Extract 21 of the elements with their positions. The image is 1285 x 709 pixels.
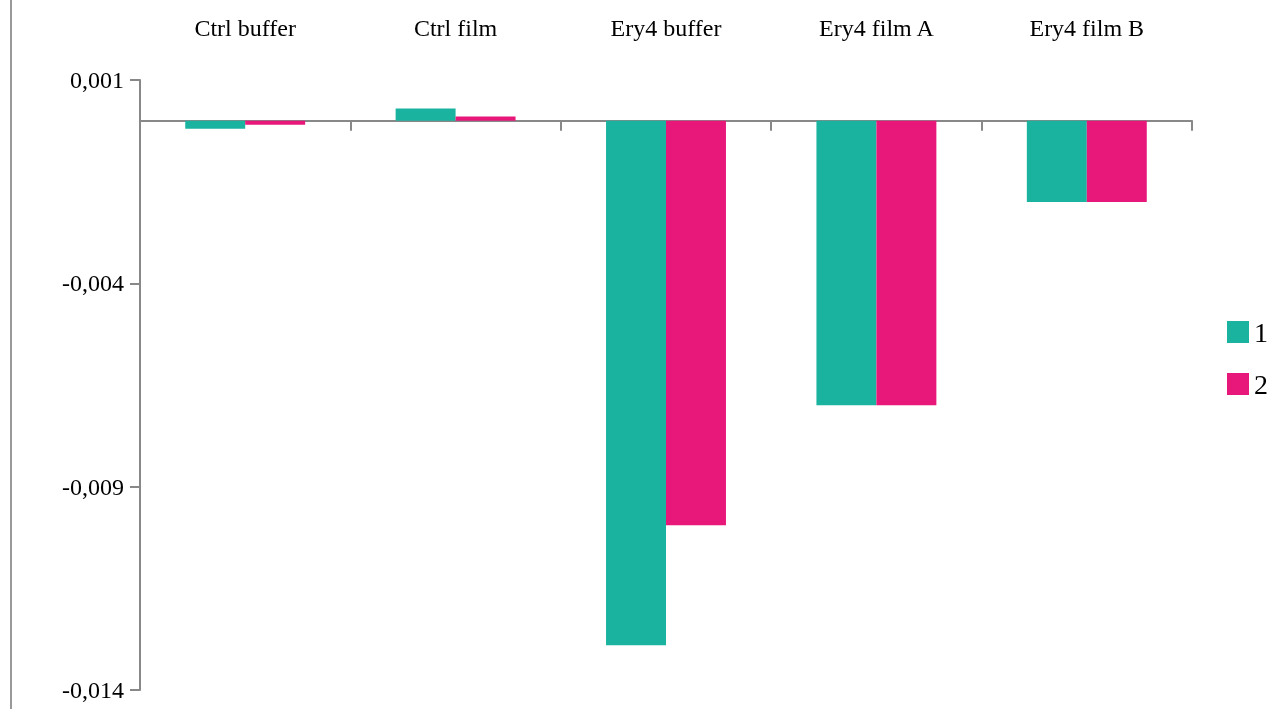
legend-label: 1 <box>1254 316 1268 348</box>
y-tick-label: -0,009 <box>62 473 124 500</box>
bar <box>816 120 877 406</box>
x-tick-label: Ery4 film B <box>1029 15 1145 41</box>
y-tick-label: 0,001 <box>70 67 124 93</box>
y-tick-label: -0,014 <box>62 677 124 703</box>
x-tick-label: Ctrl film <box>413 15 498 41</box>
y-tick-label: -0,004 <box>62 270 124 297</box>
x-tick-label: Ctrl buffer <box>194 15 296 41</box>
legend-label: 2 <box>1254 368 1268 400</box>
bar <box>666 120 726 526</box>
bar <box>455 116 516 121</box>
bar <box>185 120 246 129</box>
bar <box>606 120 666 646</box>
x-tick-label: Ery4 film A <box>819 15 935 41</box>
bar <box>1026 120 1087 202</box>
bar <box>395 108 456 121</box>
x-tick-label: Ery4 buffer <box>610 15 722 41</box>
bar <box>876 120 937 406</box>
bar <box>245 120 306 125</box>
bar <box>1086 120 1147 202</box>
